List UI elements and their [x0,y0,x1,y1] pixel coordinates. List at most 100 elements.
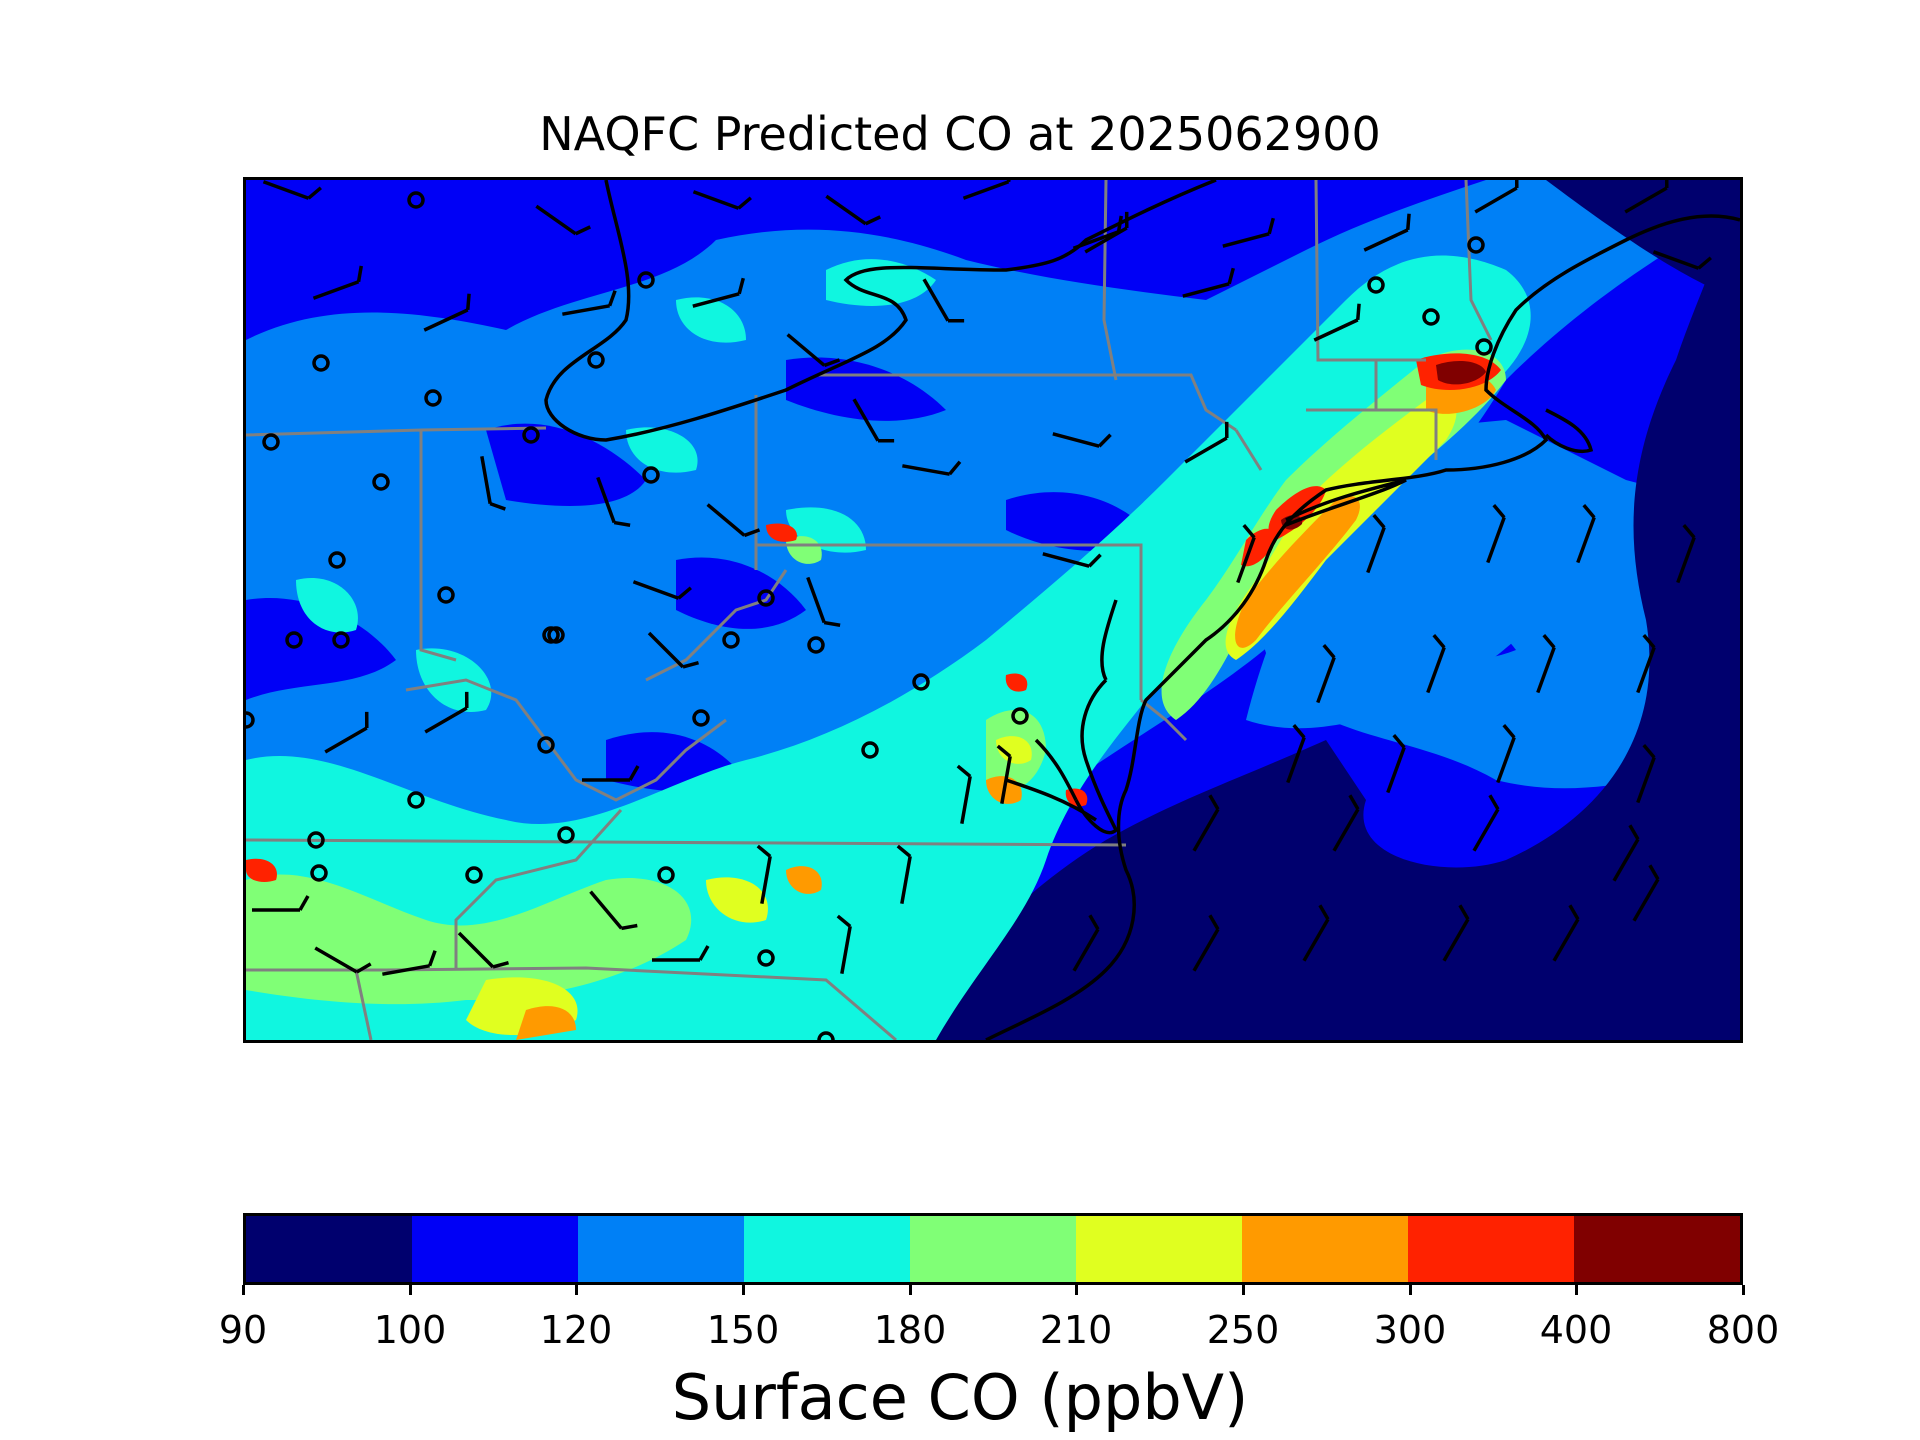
station-circle [637,271,655,289]
page-title: NAQFC Predicted CO at 2025062900 [539,107,1381,161]
colorbar-segment [744,1216,910,1282]
colorbar-segment [1242,1216,1408,1282]
wind-barb [825,194,881,226]
colorbar-segment [246,1216,412,1282]
wind-barb [836,914,852,974]
wind-barb [1612,824,1640,882]
wind-barb [324,711,369,754]
wind-barb [582,765,640,782]
wind-barb [902,460,962,476]
wind-barb [1302,904,1330,962]
station-circle [332,631,350,649]
colorbar-tick [1575,1285,1578,1295]
wind-barb [1636,634,1656,694]
station-circle [537,736,555,754]
wind-barb [896,844,912,904]
wind-barb [1363,213,1411,252]
wind-barb [589,890,638,931]
wind-barb [312,265,364,300]
co-concentration-map [246,180,1740,1040]
colorbar-tick [409,1285,412,1295]
wind-barb [457,931,509,969]
colorbar-tick-label: 210 [1039,1308,1113,1352]
colorbar-segment [1076,1216,1242,1282]
colorbar-tick [575,1285,578,1295]
station-circle [285,631,303,649]
station-circle [861,741,879,759]
wind-barb [1192,914,1220,972]
colorbar-tick [242,1285,245,1295]
station-circle [912,673,930,691]
colorbar-tick-label: 250 [1206,1308,1280,1352]
station-circle [407,191,425,209]
colorbar-segment [910,1216,1076,1282]
station-circle [722,631,740,649]
colorbar-tick-label: 120 [539,1308,613,1352]
colorbar-tick [742,1285,745,1295]
colorbar-segment [1574,1216,1740,1282]
wind-barb [1386,734,1406,794]
wind-barb [786,333,841,368]
wind-barb [1286,724,1306,784]
station-circle [587,351,605,369]
wind-barb [1072,215,1124,250]
station-circle [1422,308,1440,326]
colorbar-tick [1242,1285,1245,1295]
station-circle [1467,236,1485,254]
wind-barb [1472,794,1500,852]
wind-barb [1496,724,1516,784]
colorbar-tick-label: 90 [218,1308,268,1352]
station-circle [757,949,775,967]
wind-barb [1222,217,1275,248]
station-circle [1367,276,1385,294]
wind-barb [1072,914,1100,972]
station-circle [437,586,455,604]
wind-barb [706,503,761,538]
wind-barb [1182,267,1235,298]
station-circle [424,389,442,407]
map-panel [243,177,1743,1043]
wind-barb [596,476,631,528]
wind-barb [956,764,972,824]
station-circle [407,791,425,809]
wind-barb [1426,634,1446,694]
wind-barb [1042,552,1102,568]
wind-barb [1192,794,1220,852]
wind-barb [1474,180,1519,214]
co-field-150-180 [246,255,1531,1040]
wind-barb [692,190,752,210]
station-circle [692,709,710,727]
wind-barb [314,946,372,974]
wind-barb [1236,524,1256,584]
station-circle [328,551,346,569]
station-circle [817,1031,835,1040]
colorbar-tick-label: 300 [1373,1308,1447,1352]
wind-barb [996,744,1012,804]
colorbar-segment [412,1216,578,1282]
wind-barb [647,631,699,669]
colorbar-tick-label: 400 [1539,1308,1613,1352]
state-borders [246,180,1493,1040]
wind-barb [1442,904,1470,962]
wind-barb [806,576,841,628]
wind-barb [1486,504,1506,564]
station-circle [1475,338,1493,356]
wind-barb [962,180,1014,200]
wind-barb [423,293,471,332]
wind-barb [1052,432,1112,448]
station-circle [522,426,540,444]
wind-barb [1366,514,1386,574]
station-circle [246,711,255,729]
station-circle [465,866,483,884]
colorbar-tick-label: 150 [706,1308,780,1352]
station-circle [657,866,675,884]
colorbar-segment [578,1216,744,1282]
station-circle [310,864,328,882]
station-circle [542,626,560,644]
wind-barb [1552,904,1580,962]
colorbar-tick-label: 100 [373,1308,447,1352]
wind-barb [692,277,745,308]
wind-barb [562,290,617,316]
wind-barb [535,204,591,236]
wind-barb [1632,864,1660,922]
